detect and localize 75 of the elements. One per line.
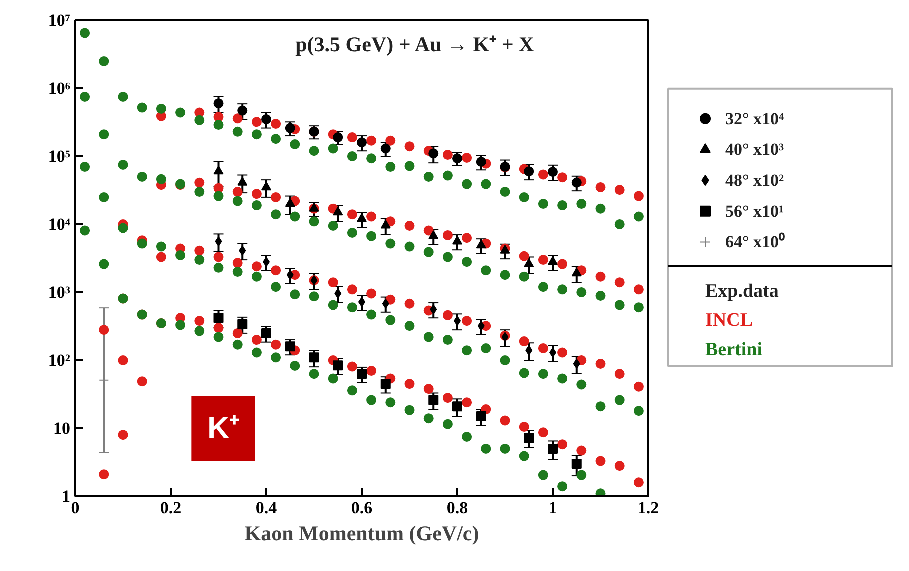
point [548, 256, 558, 266]
legend-label: 64° x10⁰ [726, 232, 786, 252]
point [572, 268, 582, 277]
point [573, 358, 580, 369]
x-tick-label: 0.2 [160, 498, 182, 518]
point [526, 346, 533, 356]
point [214, 98, 224, 109]
x-tick-label: 0.8 [446, 498, 468, 518]
legend-label: 40° x10³ [726, 140, 784, 160]
point [548, 167, 558, 178]
point [357, 369, 367, 380]
y-tick-label: 10 [54, 419, 70, 438]
point [238, 177, 248, 186]
point [215, 236, 222, 247]
point [452, 236, 462, 245]
text: p(3.5 GeV) + Au → K⁺ + X [296, 32, 534, 56]
legend-label: 32° x10⁴ [726, 109, 784, 128]
point [285, 123, 296, 134]
y-tick-label: 10⁶ [48, 79, 71, 98]
annotation: K⁺ [208, 412, 240, 445]
point [476, 157, 486, 167]
legend-label: 48° x10² [726, 171, 784, 190]
point [428, 395, 439, 406]
point [238, 106, 248, 116]
x-tick-label: 0 [71, 498, 80, 518]
x-tick-label: 0.6 [351, 498, 373, 518]
point [285, 198, 296, 208]
x-tick-label: 1 [548, 498, 558, 518]
point [286, 270, 294, 280]
x-tick-label: 1.2 [638, 498, 660, 518]
point [524, 258, 534, 268]
point [572, 459, 582, 470]
point [333, 206, 344, 216]
point [357, 213, 367, 222]
legend-label: 56° x10¹ [726, 202, 784, 221]
point [452, 154, 462, 164]
point [572, 178, 582, 188]
x-axis-title: Kaon Momentum (GeV/c) [244, 522, 480, 546]
point [476, 412, 486, 422]
point [357, 138, 367, 148]
point [285, 342, 296, 352]
text: Exp.data [706, 280, 780, 302]
point [476, 240, 486, 249]
point [382, 298, 390, 309]
point [214, 166, 224, 175]
y-tick-label: 10² [48, 351, 71, 370]
y-tick-label: 10⁴ [48, 215, 71, 234]
point [262, 182, 272, 191]
point [380, 379, 391, 390]
point [380, 144, 391, 154]
point [380, 220, 391, 229]
point [334, 288, 342, 299]
point [333, 360, 344, 371]
text: INCL [706, 310, 754, 332]
point [262, 328, 272, 338]
point [238, 319, 248, 330]
point [309, 352, 320, 363]
x-tick-label: 0.4 [256, 498, 278, 518]
y-tick-label: 10³ [48, 283, 71, 302]
point [430, 304, 438, 315]
point [548, 444, 558, 454]
point [428, 230, 439, 240]
point [524, 166, 534, 177]
point [262, 114, 272, 124]
point [214, 313, 224, 324]
point [428, 148, 439, 159]
y-tick-label: 10⁵ [48, 147, 71, 166]
point [333, 132, 344, 143]
point [478, 321, 485, 332]
point [239, 246, 246, 256]
point [452, 402, 462, 412]
text: Bertini [706, 339, 762, 360]
point [524, 433, 534, 444]
y-tick-label: 1 [62, 487, 70, 506]
y-tick-label: 10⁷ [48, 11, 71, 30]
